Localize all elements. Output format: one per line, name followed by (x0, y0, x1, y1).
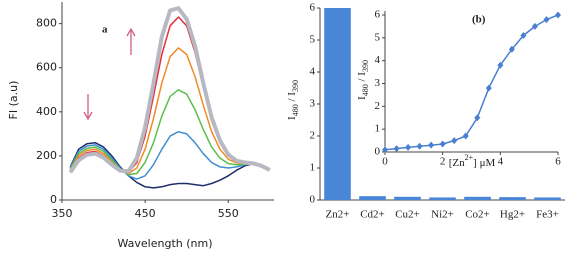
x-tick-label: Fe3+ (536, 209, 559, 221)
y-axis-label-part: I (356, 96, 368, 100)
y-axis-label-part: 390 (291, 80, 300, 92)
y-axis-label: I480 / I390 (356, 60, 371, 100)
marker (405, 143, 412, 151)
data-line (384, 14, 559, 151)
marker (451, 137, 458, 145)
y-axis-label-part: / I (286, 92, 298, 105)
y-tick-label: 400 (36, 105, 57, 118)
x-tick-label: Zn2+ (326, 209, 350, 221)
marker (543, 16, 550, 24)
bar (394, 196, 421, 200)
marker (462, 132, 469, 140)
y-tick-label: 3 (310, 98, 316, 110)
marker (497, 61, 504, 69)
marker (428, 141, 435, 149)
x-axis-label-part: ] μM (473, 157, 495, 169)
y-tick-label: 0 (310, 194, 316, 206)
x-tick-label: 350 (52, 207, 73, 220)
y-tick-label: 6 (310, 2, 316, 14)
x-tick-label: 4 (498, 156, 504, 168)
marker (531, 22, 538, 30)
x-axis-label-part: 2+ (465, 153, 474, 162)
data-line (69, 89, 271, 176)
y-tick-label: 4 (375, 54, 381, 66)
y-tick-label: 4 (310, 66, 316, 78)
y-tick-label: 1 (310, 162, 316, 174)
x-axis-label: [Zn2+] μM (449, 153, 496, 168)
data-line (69, 141, 271, 189)
x-tick-label: Co2+ (465, 209, 490, 221)
x-tick-label: 2 (440, 156, 446, 168)
panel-label: (b) (472, 14, 486, 26)
marker (416, 142, 423, 150)
marker (508, 45, 515, 53)
data-line (69, 47, 271, 175)
data-line (68, 6, 271, 174)
x-tick-label: 450 (135, 207, 156, 220)
y-axis-label: FI (a.u) (7, 81, 20, 120)
bar (429, 197, 456, 200)
marker (520, 32, 527, 40)
marker (439, 140, 446, 148)
y-tick-label: 200 (36, 149, 57, 162)
y-axis-label-part: 390 (361, 60, 370, 72)
marker (393, 145, 400, 153)
y-tick-label: 2 (310, 130, 316, 142)
y-tick-label: 600 (36, 61, 57, 74)
y-axis-label-part: I (286, 116, 298, 120)
x-tick-label: 6 (555, 156, 561, 168)
y-tick-label: 3 (375, 77, 381, 89)
y-axis-label-part: 480 (361, 84, 370, 96)
marker (382, 146, 388, 154)
y-tick-label: 0 (50, 193, 57, 206)
bar (359, 196, 386, 200)
bar (534, 197, 561, 200)
y-axis-label-part: / I (356, 72, 368, 85)
y-tick-label: 5 (310, 34, 316, 46)
arrow-head (126, 27, 136, 37)
x-axis-label-part: [Zn (449, 157, 465, 169)
marker (555, 11, 561, 19)
arrow-head (83, 111, 93, 121)
y-tick-label: 6 (375, 9, 381, 21)
y-tick-label: 1 (375, 123, 381, 135)
y-tick-label: 800 (36, 17, 57, 30)
data-line (69, 130, 271, 180)
y-axis-label-part: 480 (291, 104, 300, 116)
panel-label: a (102, 24, 108, 36)
marker (474, 114, 481, 122)
x-tick-label: Hg2+ (500, 209, 525, 221)
bar (324, 8, 351, 200)
x-tick-label: Cd2+ (360, 209, 385, 221)
x-axis-label: Wavelength (nm) (117, 237, 212, 250)
y-axis-label: I480 / I390 (286, 80, 301, 120)
x-tick-label: Ni2+ (431, 209, 454, 221)
x-tick-label: Cu2+ (395, 209, 420, 221)
marker (485, 84, 492, 92)
bar (499, 197, 526, 200)
y-tick-label: 2 (375, 100, 381, 112)
y-tick-label: 5 (375, 31, 381, 43)
y-tick-label: 0 (375, 146, 381, 158)
bar (464, 196, 491, 200)
x-tick-label: 0 (382, 156, 388, 168)
x-tick-label: 550 (218, 207, 239, 220)
